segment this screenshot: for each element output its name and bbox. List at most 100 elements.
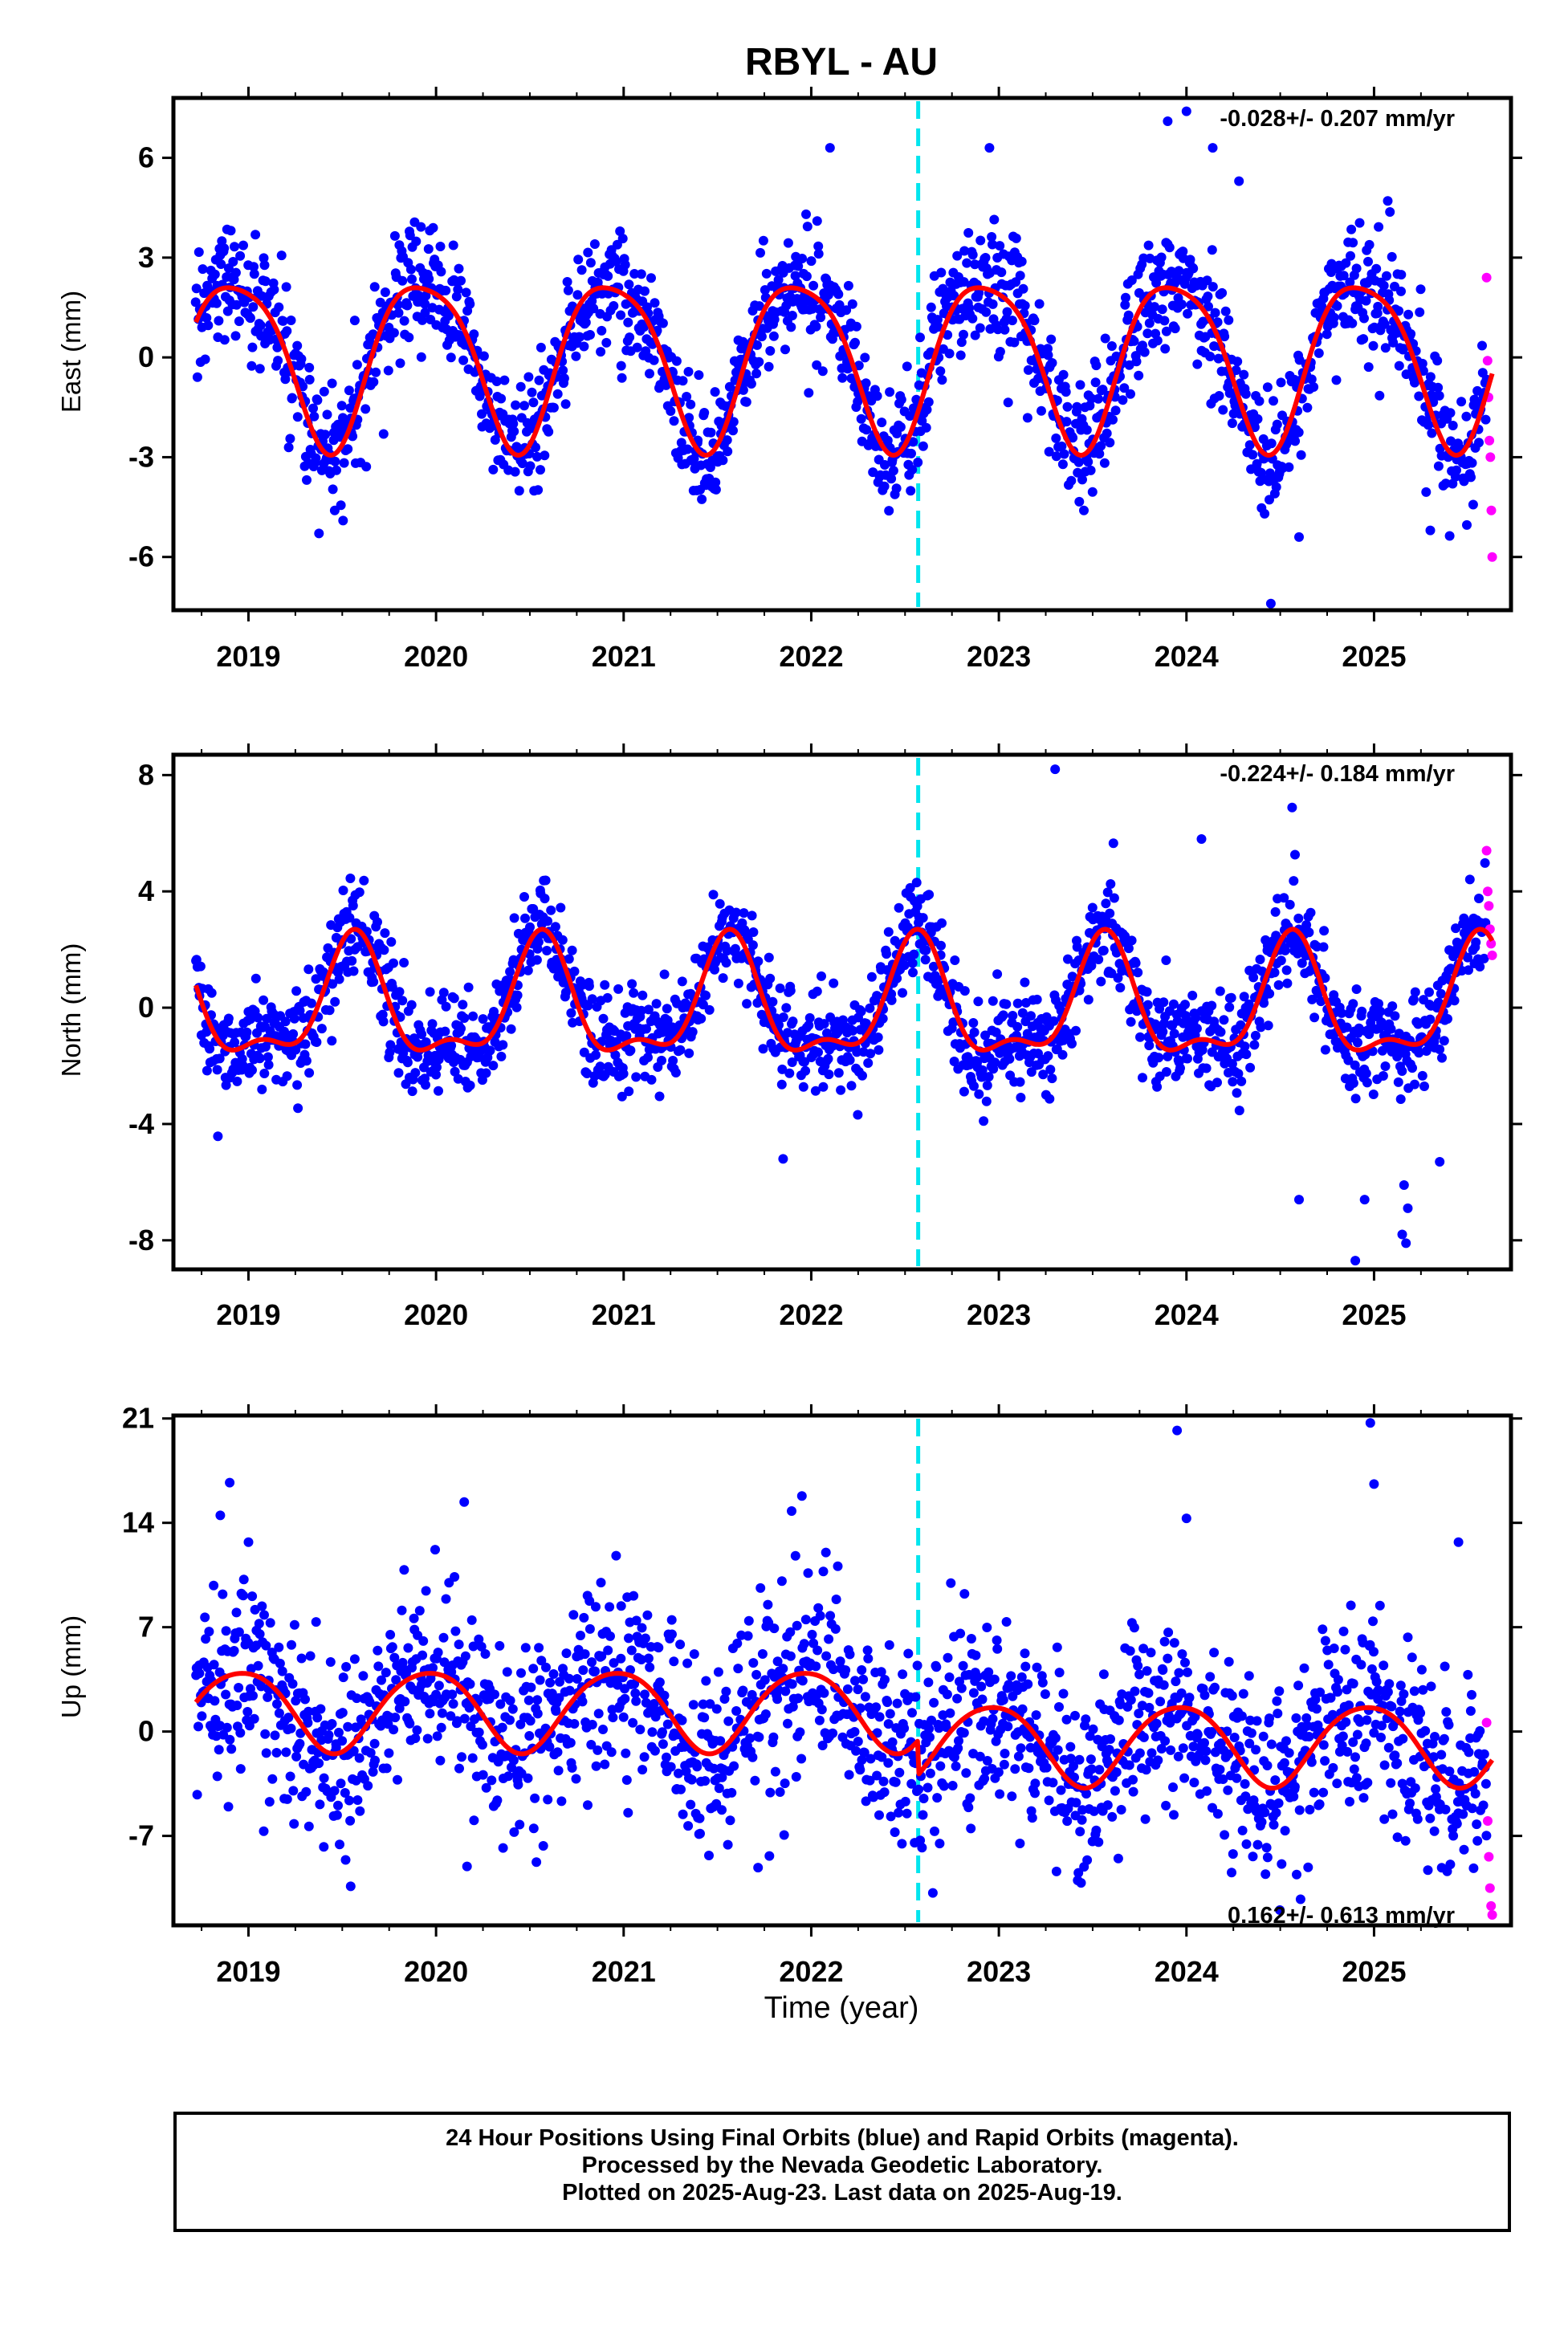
- north-final-point: [1083, 995, 1094, 1005]
- east-final-point: [1075, 380, 1085, 390]
- up-final-point: [337, 1736, 348, 1746]
- north-x-tick-label: 2025: [1342, 1298, 1406, 1331]
- up-final-point: [1091, 1825, 1102, 1835]
- up-final-point: [1166, 1745, 1176, 1755]
- up-final-point: [289, 1819, 299, 1829]
- north-final-point: [214, 1053, 225, 1064]
- north-final-point: [696, 1013, 707, 1024]
- east-final-point: [1260, 508, 1270, 519]
- north-final-point: [758, 1044, 768, 1054]
- north-final-point: [1087, 902, 1098, 913]
- up-final-point: [666, 1762, 676, 1772]
- east-final-point: [1129, 336, 1139, 346]
- north-final-point: [1102, 887, 1113, 898]
- up-final-point: [587, 1720, 597, 1729]
- east-final-point: [955, 350, 966, 360]
- east-final-point: [1375, 390, 1385, 401]
- up-final-point: [623, 1807, 633, 1818]
- up-final-point: [1140, 1814, 1151, 1824]
- east-final-point: [1210, 308, 1220, 318]
- up-final-point: [955, 1628, 966, 1639]
- up-final-point: [235, 1764, 246, 1774]
- up-final-point: [825, 1611, 836, 1621]
- north-final-point: [550, 922, 560, 932]
- up-final-point: [1228, 1849, 1238, 1860]
- up-final-point: [885, 1709, 895, 1719]
- east-x-tick-label: 2021: [592, 640, 656, 673]
- north-final-point: [846, 1081, 857, 1091]
- up-final-point: [460, 1651, 470, 1661]
- north-final-point: [417, 1029, 427, 1040]
- east-final-point: [428, 222, 438, 233]
- up-final-point: [621, 1775, 632, 1785]
- up-final-point: [520, 1643, 531, 1653]
- up-final-point: [1003, 1721, 1013, 1732]
- up-final-point: [535, 1675, 545, 1685]
- up-final-point: [1054, 1668, 1065, 1678]
- east-final-point: [380, 287, 390, 297]
- up-final-point: [341, 1662, 352, 1672]
- east-final-point: [192, 372, 202, 382]
- east-final-point: [576, 265, 587, 275]
- north-final-point: [348, 901, 358, 910]
- east-final-point: [345, 403, 356, 413]
- up-final-point: [733, 1664, 743, 1674]
- up-final-point: [1178, 1743, 1188, 1754]
- north-panel: 2019 2020 2021 2022 2023 2024 2025840-4-8North…: [56, 743, 1522, 1331]
- east-final-point: [975, 323, 985, 333]
- up-final-point: [576, 1631, 585, 1640]
- north-final-point: [1015, 1077, 1025, 1087]
- east-final-point: [1066, 475, 1077, 486]
- east-final-point: [1414, 391, 1424, 401]
- north-final-point: [1168, 999, 1179, 1009]
- east-final-point: [1139, 347, 1150, 357]
- north-final-point: [1350, 1094, 1361, 1104]
- up-final-point: [620, 1693, 630, 1704]
- east-final-point: [1358, 334, 1369, 344]
- east-final-point: [407, 274, 417, 284]
- east-final-point: [906, 448, 916, 458]
- up-final-point: [287, 1640, 296, 1650]
- up-final-point: [385, 1630, 396, 1640]
- east-final-point: [1306, 374, 1317, 385]
- east-final-point: [1106, 341, 1117, 351]
- up-final-point: [1128, 1774, 1138, 1785]
- east-final-point: [1061, 417, 1072, 427]
- east-final-point: [1121, 292, 1130, 303]
- north-final-point: [496, 1051, 507, 1061]
- north-final-point: [912, 901, 922, 911]
- east-final-point: [1174, 266, 1184, 276]
- north-final-point: [818, 1081, 829, 1092]
- east-final-point: [834, 299, 845, 310]
- north-final-point: [1361, 1069, 1371, 1078]
- up-final-point: [695, 1828, 705, 1839]
- up-final-point: [468, 1641, 479, 1652]
- up-final-point: [457, 1752, 466, 1762]
- up-final-point: [1160, 1736, 1171, 1746]
- north-final-point: [1108, 838, 1118, 849]
- up-final-point: [476, 1641, 487, 1652]
- east-final-point: [219, 243, 230, 254]
- north-final-point: [540, 894, 550, 904]
- east-final-point: [1466, 472, 1476, 483]
- north-final-point: [643, 1004, 654, 1015]
- up-final-point: [701, 1676, 711, 1686]
- up-final-point: [1032, 1662, 1042, 1672]
- north-final-point: [564, 954, 574, 964]
- east-final-point: [369, 377, 379, 387]
- north-final-point: [327, 1036, 337, 1046]
- east-final-point: [222, 306, 233, 316]
- up-final-point: [352, 1693, 362, 1704]
- up-final-point: [688, 1700, 698, 1710]
- east-final-point: [371, 367, 381, 377]
- east-final-point: [327, 378, 337, 389]
- east-final-point: [906, 486, 916, 496]
- east-final-point: [625, 332, 635, 343]
- east-final-point: [959, 246, 970, 256]
- east-final-point: [751, 369, 762, 379]
- up-final-point: [210, 1696, 220, 1706]
- north-final-point: [643, 1053, 653, 1062]
- up-final-point: [232, 1701, 242, 1710]
- east-final-point: [861, 425, 872, 435]
- east-final-point: [1096, 441, 1106, 451]
